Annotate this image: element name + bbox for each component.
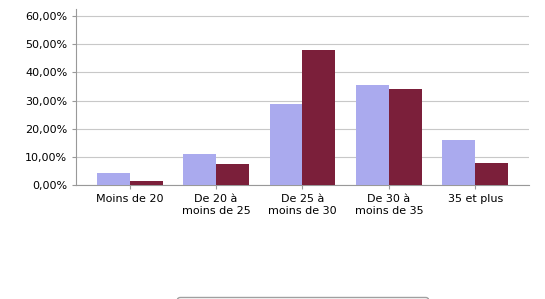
Bar (97, 173, 130, 185)
Bar (356, 85, 389, 185)
Bar (270, 103, 302, 185)
Legend: Etude SCHWARZER, Etude ENSP: Etude SCHWARZER, Etude ENSP (177, 297, 428, 299)
Bar (183, 154, 216, 185)
Bar (389, 89, 422, 185)
Bar (443, 140, 475, 185)
Bar (130, 181, 162, 185)
Bar (216, 164, 249, 185)
Bar (475, 163, 508, 185)
Bar (302, 50, 335, 185)
